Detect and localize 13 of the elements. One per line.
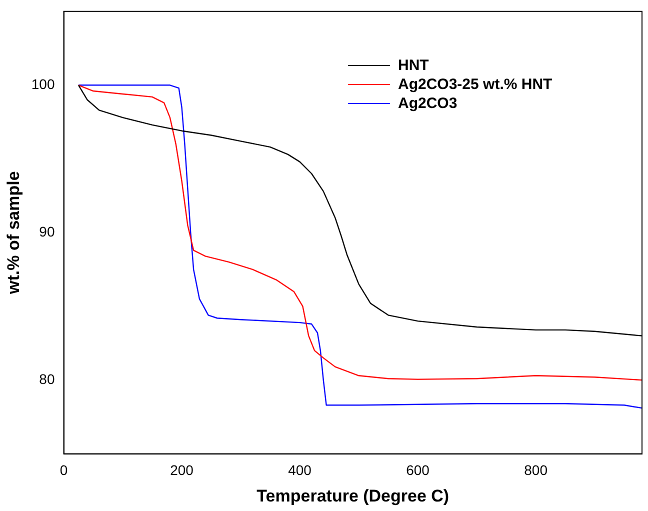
y-tick-label: 90 [39,223,55,240]
x-tick-label: 200 [170,462,194,478]
y-tick-label: 80 [39,370,55,387]
x-tick-label: 800 [524,462,548,478]
x-tick-label: 400 [288,462,312,478]
x-tick-label: 600 [406,462,430,478]
y-axis-title: wt.% of sample [4,171,23,296]
legend-label: Ag2CO3-25 wt.% HNT [398,76,552,94]
legend-label: Ag2CO3 [398,95,458,112]
x-tick-label: 0 [60,462,68,478]
x-axis-title: Temperature (Degree C) [256,486,450,506]
legend-label: HNT [398,57,429,74]
y-tick-label: 100 [31,76,55,92]
